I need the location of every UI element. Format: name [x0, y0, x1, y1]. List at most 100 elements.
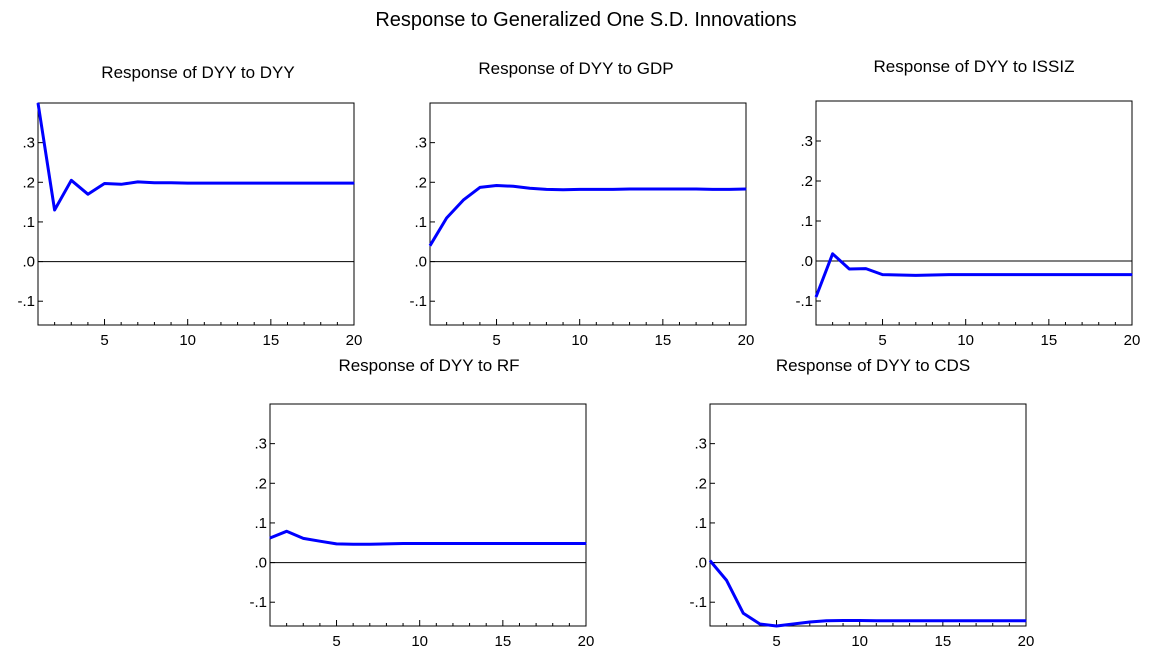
- y-tick-label: .0: [414, 254, 427, 271]
- y-tick-label: .1: [694, 515, 707, 532]
- data-point: [1025, 620, 1027, 622]
- y-tick-label: -.1: [249, 594, 267, 611]
- x-tick-label: 15: [262, 332, 279, 349]
- y-tick-label: -.1: [689, 594, 707, 611]
- data-point: [931, 274, 934, 276]
- data-point: [981, 274, 983, 276]
- data-point: [1064, 274, 1067, 276]
- data-point: [187, 182, 189, 184]
- data-point: [726, 579, 728, 582]
- data-point: [975, 620, 977, 622]
- data-point: [948, 274, 950, 276]
- x-tick-label: 5: [772, 633, 780, 650]
- y-tick-label: .0: [800, 253, 813, 270]
- plot-frame: [815, 100, 1133, 326]
- data-point: [629, 188, 631, 190]
- data-point: [353, 182, 355, 184]
- y-tick-label: .3: [800, 133, 813, 150]
- response-line: [708, 559, 1026, 628]
- data-point: [237, 182, 239, 184]
- plot-frame: [429, 102, 747, 326]
- data-point: [452, 542, 454, 545]
- data-point: [898, 274, 900, 276]
- response-line: [814, 252, 1132, 298]
- x-tick-label: 20: [578, 633, 595, 650]
- data-point: [203, 182, 205, 184]
- data-point: [881, 274, 884, 276]
- data-point: [568, 542, 571, 545]
- data-point: [552, 542, 554, 545]
- data-point: [1031, 274, 1033, 276]
- x-tick-label: 15: [654, 332, 671, 349]
- data-point: [859, 619, 861, 622]
- panel-title: Response of DYY to CDS: [776, 356, 970, 375]
- y-tick-label: .0: [22, 254, 35, 271]
- data-point: [712, 188, 714, 190]
- panel-5: Response of DYY to CDS .3 .2 .1 .0 -.1 5 10 15 20: [689, 356, 1034, 650]
- x-tick-label: 10: [851, 633, 868, 650]
- data-point: [998, 274, 1000, 276]
- data-point: [479, 186, 481, 188]
- panel-3: Response of DYY to ISSIZ .3 .2 .1 .0 -.1 5 10 15…: [795, 57, 1140, 349]
- figure-title: Response to Generalized One S.D. Innovat…: [375, 9, 796, 31]
- y-tick-label: .1: [414, 214, 427, 231]
- data-point: [792, 623, 794, 625]
- data-point: [909, 620, 911, 622]
- y-tick-label: .3: [694, 436, 707, 453]
- data-point: [678, 188, 681, 190]
- data-point: [103, 182, 106, 185]
- data-point: [865, 268, 867, 270]
- panel-title: Response of DYY to ISSIZ: [874, 57, 1075, 76]
- data-point: [695, 188, 697, 190]
- panels: Response of DYY to DYY .3 .2 .1 .0 -.1 5 10 15 20…: [17, 57, 1140, 650]
- data-point: [286, 530, 288, 532]
- data-point: [1048, 274, 1050, 276]
- panel-title: Response of DYY to RF: [338, 356, 519, 375]
- data-point: [220, 182, 222, 184]
- data-point: [529, 187, 531, 189]
- data-point: [512, 185, 514, 187]
- data-point: [925, 620, 927, 622]
- data-point: [1131, 274, 1133, 276]
- y-tick-label: .1: [800, 213, 813, 230]
- y-tick-label: .2: [254, 475, 267, 492]
- data-point: [37, 102, 39, 104]
- data-point: [742, 612, 744, 614]
- x-tick-label: 5: [878, 332, 886, 349]
- response-line: [36, 102, 354, 212]
- plot-frame: [269, 403, 587, 627]
- data-point: [1008, 620, 1011, 622]
- data-point: [462, 199, 464, 201]
- data-point: [942, 620, 944, 622]
- data-point: [303, 182, 305, 184]
- y-tick-label: .2: [414, 174, 427, 191]
- y-tick-label: .1: [254, 515, 267, 532]
- x-tick-label: 10: [179, 332, 196, 349]
- data-point: [645, 188, 647, 190]
- data-point: [709, 560, 711, 562]
- y-tick-label: .2: [694, 475, 707, 492]
- data-point: [759, 623, 761, 625]
- data-point: [958, 620, 961, 622]
- data-point: [352, 543, 354, 545]
- data-point: [875, 620, 877, 622]
- data-point: [170, 182, 172, 184]
- data-point: [269, 537, 271, 539]
- x-tick-label: 10: [571, 332, 588, 349]
- y-tick-label: .0: [254, 555, 267, 572]
- data-point: [965, 274, 967, 276]
- plot-frame: [37, 102, 355, 326]
- data-point: [302, 537, 304, 540]
- data-point: [336, 182, 338, 184]
- data-point: [120, 183, 122, 185]
- data-point: [320, 182, 322, 184]
- data-point: [87, 193, 89, 195]
- data-point: [745, 188, 747, 190]
- y-tick-label: .0: [694, 555, 707, 572]
- x-tick-label: 10: [957, 332, 974, 349]
- data-point: [286, 182, 289, 184]
- response-line: [269, 529, 586, 546]
- data-point: [270, 182, 272, 184]
- x-tick-label: 5: [332, 633, 340, 650]
